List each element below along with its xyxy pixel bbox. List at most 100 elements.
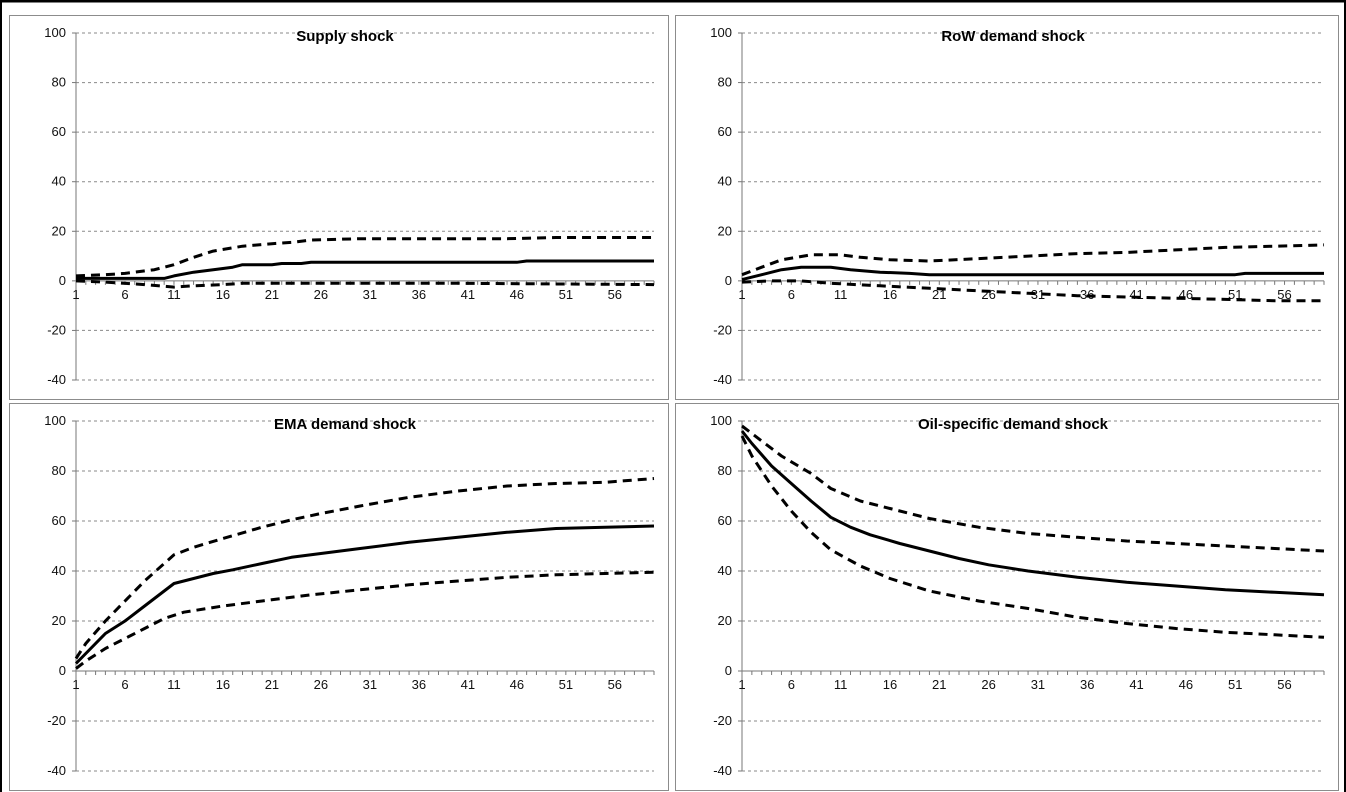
y-tick-label: 40 xyxy=(718,563,732,578)
y-tick-label: 20 xyxy=(52,613,66,628)
x-tick-label: 46 xyxy=(510,677,524,692)
y-tick-label: 60 xyxy=(52,513,66,528)
x-tick-label: 51 xyxy=(559,287,573,302)
series-line-band-1 xyxy=(74,477,655,660)
series-line-band-2 xyxy=(75,570,655,670)
x-tick-label: 1 xyxy=(738,287,745,302)
y-tick-label: -20 xyxy=(713,713,732,728)
y-tick-label: -20 xyxy=(47,713,66,728)
x-tick-label: 21 xyxy=(265,677,279,692)
y-tick-label: 60 xyxy=(718,124,732,139)
y-tick-label: 0 xyxy=(59,663,66,678)
x-tick-label: 21 xyxy=(932,287,946,302)
series-line-band-2 xyxy=(740,435,1325,639)
x-tick-label: 6 xyxy=(121,287,128,302)
x-tick-label: 16 xyxy=(216,287,230,302)
x-tick-label: 11 xyxy=(167,287,181,302)
y-tick-label: 0 xyxy=(725,273,732,288)
x-tick-label: 26 xyxy=(314,287,328,302)
series-line-band-1 xyxy=(741,424,1325,553)
series-line-band-2 xyxy=(741,279,1324,303)
x-tick-label: 36 xyxy=(1080,287,1094,302)
x-tick-label: 26 xyxy=(981,287,995,302)
y-tick-label: 80 xyxy=(718,75,732,90)
x-tick-label: 21 xyxy=(932,677,946,692)
chart-title: RoW demand shock xyxy=(941,28,1085,45)
chart-title: Supply shock xyxy=(296,28,394,45)
y-tick-label: 80 xyxy=(52,463,66,478)
y-tick-label: -40 xyxy=(713,372,732,387)
y-tick-label: 100 xyxy=(710,25,732,40)
x-tick-label: 56 xyxy=(1277,677,1291,692)
x-tick-label: 26 xyxy=(981,677,995,692)
x-tick-label: 31 xyxy=(1031,677,1045,692)
y-tick-label: -40 xyxy=(47,372,66,387)
y-tick-label: 100 xyxy=(44,25,66,40)
x-tick-label: 6 xyxy=(121,677,128,692)
y-tick-label: -40 xyxy=(47,763,66,778)
x-tick-label: 1 xyxy=(72,677,79,692)
x-tick-label: 1 xyxy=(738,677,745,692)
x-tick-label: 1 xyxy=(72,287,79,302)
x-tick-label: 56 xyxy=(608,287,622,302)
series-line-band-2 xyxy=(75,279,655,289)
x-tick-label: 46 xyxy=(510,287,524,302)
x-tick-label: 51 xyxy=(559,677,573,692)
chart-title: Oil-specific demand shock xyxy=(918,416,1109,433)
x-tick-label: 11 xyxy=(167,677,181,692)
x-tick-label: 6 xyxy=(788,677,795,692)
x-tick-label: 41 xyxy=(461,677,475,692)
x-tick-label: 41 xyxy=(1129,677,1143,692)
x-tick-label: 36 xyxy=(412,287,426,302)
y-tick-label: -20 xyxy=(713,322,732,337)
y-tick-label: 20 xyxy=(718,223,732,238)
y-tick-label: 20 xyxy=(52,223,66,238)
x-tick-label: 56 xyxy=(1277,287,1291,302)
y-tick-label: -20 xyxy=(47,322,66,337)
y-tick-label: 20 xyxy=(718,613,732,628)
y-tick-label: -40 xyxy=(713,763,732,778)
series-line-median xyxy=(76,259,654,280)
y-tick-label: 60 xyxy=(52,124,66,139)
chart-panel-1: 100 80 60 40 20 0 -20 -40 1 6 11 16 21 26 31 36 41 46 51 56… xyxy=(9,15,669,400)
chart-panel-4: 100 80 60 40 20 0 -20 -40 1 6 11 16 21 26 31 36 41 46 51 56… xyxy=(675,403,1339,791)
x-tick-label: 16 xyxy=(883,287,897,302)
x-tick-label: 6 xyxy=(788,287,795,302)
x-tick-label: 36 xyxy=(1080,677,1094,692)
y-tick-label: 80 xyxy=(718,463,732,478)
x-tick-label: 56 xyxy=(608,677,622,692)
x-tick-label: 16 xyxy=(883,677,897,692)
x-tick-label: 36 xyxy=(412,677,426,692)
y-tick-label: 80 xyxy=(52,75,66,90)
series-line-median xyxy=(741,265,1324,282)
series-line-median xyxy=(74,524,655,665)
x-tick-label: 26 xyxy=(314,677,328,692)
x-tick-label: 11 xyxy=(834,677,848,692)
x-tick-label: 21 xyxy=(265,287,279,302)
y-tick-label: 0 xyxy=(59,273,66,288)
chart-panel-2: 100 80 60 40 20 0 -20 -40 1 6 11 16 21 26 31 36 41 46 51 56… xyxy=(675,15,1339,400)
x-tick-label: 31 xyxy=(363,677,377,692)
chart-title: EMA demand shock xyxy=(274,416,417,433)
x-tick-label: 16 xyxy=(216,677,230,692)
series-line-median xyxy=(740,430,1325,597)
x-tick-label: 41 xyxy=(1129,287,1143,302)
y-tick-label: 60 xyxy=(718,513,732,528)
series-line-band-1 xyxy=(741,243,1325,277)
y-tick-label: 40 xyxy=(718,174,732,189)
x-tick-label: 46 xyxy=(1179,677,1193,692)
x-tick-label: 51 xyxy=(1228,677,1242,692)
y-tick-label: 100 xyxy=(44,413,66,428)
y-tick-label: 40 xyxy=(52,563,66,578)
y-tick-label: 100 xyxy=(710,413,732,428)
x-tick-label: 31 xyxy=(363,287,377,302)
y-tick-label: 0 xyxy=(725,663,732,678)
x-tick-label: 41 xyxy=(461,287,475,302)
chart-panel-3: 100 80 60 40 20 0 -20 -40 1 6 11 16 21 26 31 36 41 46 51 56… xyxy=(9,403,669,791)
